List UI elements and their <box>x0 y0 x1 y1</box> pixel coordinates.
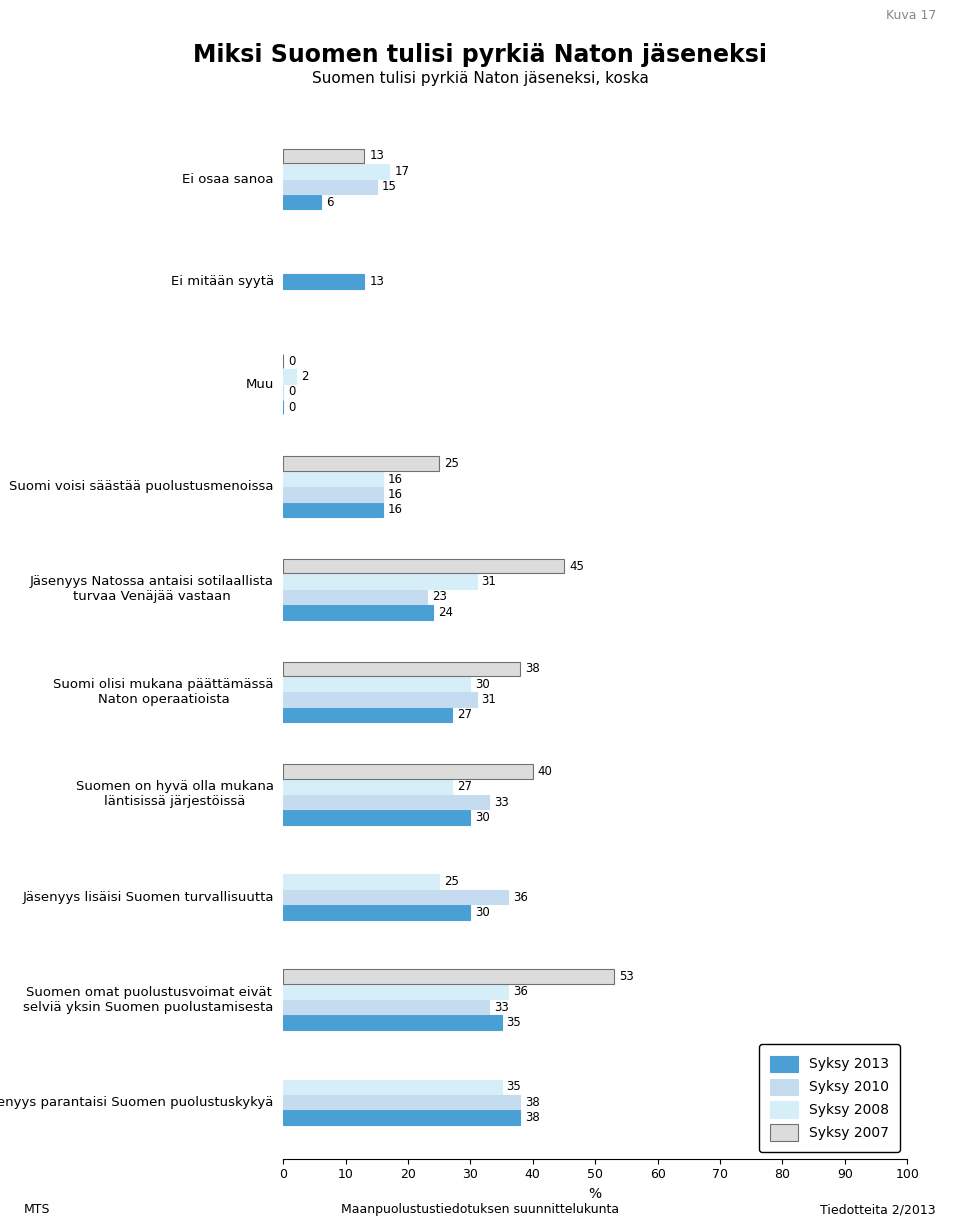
Text: 13: 13 <box>370 150 384 162</box>
Text: Suomi voisi säästää puolustusmenoissa: Suomi voisi säästää puolustusmenoissa <box>10 481 274 493</box>
Text: 36: 36 <box>513 890 528 904</box>
Bar <box>283 179 376 194</box>
Text: 33: 33 <box>494 796 509 809</box>
Bar <box>283 590 426 604</box>
Text: Jäsenyys lisäisi Suomen turvallisuutta: Jäsenyys lisäisi Suomen turvallisuutta <box>22 890 274 904</box>
Text: Jäsenyys Natossa antaisi sotilaallista
turvaa Venäjää vastaan: Jäsenyys Natossa antaisi sotilaallista t… <box>30 575 274 603</box>
Bar <box>283 575 476 588</box>
Text: Ei osaa sanoa: Ei osaa sanoa <box>182 173 274 185</box>
Text: 38: 38 <box>525 1111 540 1124</box>
Text: 35: 35 <box>507 1080 521 1094</box>
Text: 36: 36 <box>513 986 528 998</box>
Text: 16: 16 <box>388 504 403 516</box>
Text: 0: 0 <box>288 385 296 398</box>
Text: Suomi olisi mukana päättämässä
Naton operaatioista: Suomi olisi mukana päättämässä Naton ope… <box>54 678 274 706</box>
Text: 23: 23 <box>432 591 446 603</box>
Bar <box>283 559 564 574</box>
Text: 31: 31 <box>482 575 496 588</box>
Bar <box>283 369 296 384</box>
Bar <box>283 503 383 517</box>
Text: 35: 35 <box>507 1016 521 1029</box>
Bar <box>283 195 321 210</box>
Text: 16: 16 <box>388 488 403 501</box>
Text: 15: 15 <box>382 180 396 194</box>
X-axis label: %: % <box>588 1187 602 1200</box>
Bar <box>283 662 520 676</box>
Bar <box>283 1080 501 1094</box>
Bar <box>283 148 365 163</box>
Text: 2: 2 <box>300 370 308 383</box>
Text: Suomen on hyvä olla mukana
läntisissä järjestöissä: Suomen on hyvä olla mukana läntisissä jä… <box>76 781 274 808</box>
Bar <box>283 984 508 999</box>
Bar <box>283 810 470 825</box>
Text: 45: 45 <box>569 560 584 573</box>
Text: Maanpuolustustiedotuksen suunnittelukunta: Maanpuolustustiedotuksen suunnittelukunt… <box>341 1203 619 1216</box>
Bar <box>283 707 451 722</box>
Bar <box>283 164 390 179</box>
Bar <box>283 794 489 809</box>
Bar <box>283 606 433 619</box>
Text: 30: 30 <box>475 678 491 690</box>
Text: Muu: Muu <box>246 378 274 391</box>
Bar <box>283 890 508 905</box>
Bar <box>283 677 470 691</box>
Text: MTS: MTS <box>24 1203 51 1216</box>
Bar <box>283 905 470 920</box>
Text: 6: 6 <box>325 196 333 208</box>
Text: 27: 27 <box>457 780 471 793</box>
Text: 38: 38 <box>525 662 540 676</box>
Text: 0: 0 <box>288 354 296 368</box>
Bar <box>283 874 439 889</box>
Bar <box>283 487 383 501</box>
Bar <box>283 275 365 289</box>
Text: 24: 24 <box>438 606 453 619</box>
Text: Jäsenyys parantaisi Suomen puolustuskykyä: Jäsenyys parantaisi Suomen puolustuskyky… <box>0 1096 274 1108</box>
Bar <box>283 1095 520 1110</box>
Bar <box>283 693 476 706</box>
Text: 53: 53 <box>619 970 634 983</box>
Bar <box>283 472 383 487</box>
Text: 33: 33 <box>494 1000 509 1014</box>
Text: Tiedotteita 2/2013: Tiedotteita 2/2013 <box>821 1203 936 1216</box>
Text: 13: 13 <box>370 275 384 288</box>
Bar <box>283 970 614 983</box>
Text: 38: 38 <box>525 1096 540 1108</box>
Bar <box>283 1000 489 1014</box>
Text: Suomen tulisi pyrkiä Naton jäseneksi, koska: Suomen tulisi pyrkiä Naton jäseneksi, ko… <box>312 71 648 86</box>
Text: Miksi Suomen tulisi pyrkiä Naton jäseneksi: Miksi Suomen tulisi pyrkiä Naton jäsenek… <box>193 43 767 67</box>
Text: 17: 17 <box>395 164 409 178</box>
Bar <box>283 780 451 794</box>
Text: 31: 31 <box>482 693 496 706</box>
Text: 40: 40 <box>538 765 553 777</box>
Text: 27: 27 <box>457 709 471 721</box>
Text: 30: 30 <box>475 906 491 920</box>
Text: 30: 30 <box>475 812 491 824</box>
Bar <box>283 1015 501 1030</box>
Bar <box>283 1111 520 1124</box>
Bar <box>283 764 533 779</box>
Legend: Syksy 2013, Syksy 2010, Syksy 2008, Syksy 2007: Syksy 2013, Syksy 2010, Syksy 2008, Syks… <box>759 1045 900 1151</box>
Text: 25: 25 <box>444 875 459 888</box>
Text: Kuva 17: Kuva 17 <box>886 9 936 22</box>
Bar <box>283 456 439 471</box>
Text: Ei mitään syytä: Ei mitään syytä <box>171 275 274 288</box>
Text: 16: 16 <box>388 472 403 485</box>
Text: Suomen omat puolustusvoimat eivät
selviä yksin Suomen puolustamisesta: Suomen omat puolustusvoimat eivät selviä… <box>23 986 274 1014</box>
Text: 25: 25 <box>444 457 459 470</box>
Text: 0: 0 <box>288 401 296 413</box>
